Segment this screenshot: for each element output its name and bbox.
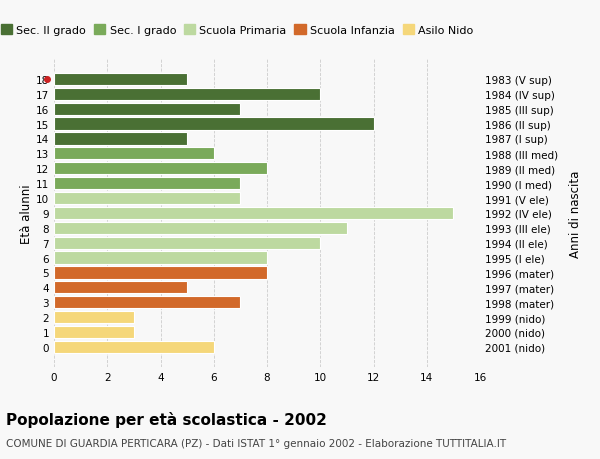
Bar bbox=[54, 326, 134, 338]
Bar bbox=[54, 163, 267, 175]
Bar bbox=[54, 267, 267, 279]
Bar bbox=[54, 118, 373, 130]
Y-axis label: Età alunni: Età alunni bbox=[20, 184, 33, 243]
Text: Popolazione per età scolastica - 2002: Popolazione per età scolastica - 2002 bbox=[6, 411, 327, 427]
Bar bbox=[54, 252, 267, 264]
Bar bbox=[54, 148, 214, 160]
Bar bbox=[54, 73, 187, 86]
Text: COMUNE DI GUARDIA PERTICARA (PZ) - Dati ISTAT 1° gennaio 2002 - Elaborazione TUT: COMUNE DI GUARDIA PERTICARA (PZ) - Dati … bbox=[6, 438, 506, 448]
Bar bbox=[54, 178, 241, 190]
Bar bbox=[54, 237, 320, 249]
Bar bbox=[54, 341, 214, 353]
Legend: Sec. II grado, Sec. I grado, Scuola Primaria, Scuola Infanzia, Asilo Nido: Sec. II grado, Sec. I grado, Scuola Prim… bbox=[1, 25, 473, 36]
Y-axis label: Anni di nascita: Anni di nascita bbox=[569, 170, 582, 257]
Bar bbox=[54, 311, 134, 324]
Bar bbox=[54, 282, 187, 294]
Bar bbox=[54, 103, 241, 116]
Bar bbox=[54, 89, 320, 101]
Bar bbox=[54, 207, 454, 219]
Bar bbox=[54, 222, 347, 235]
Bar bbox=[54, 297, 241, 308]
Bar bbox=[54, 192, 241, 205]
Bar bbox=[54, 133, 187, 145]
